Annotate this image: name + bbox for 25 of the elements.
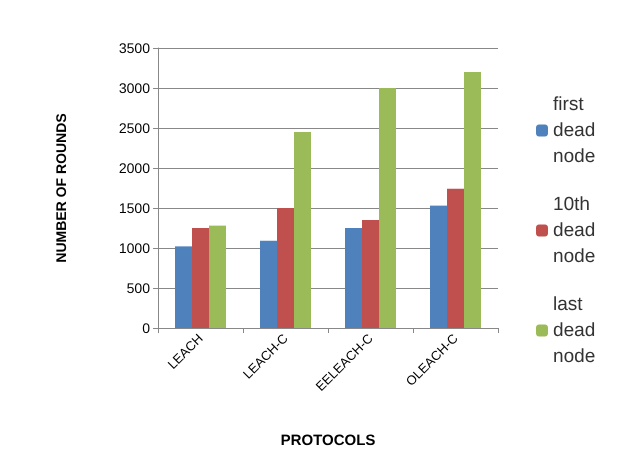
legend-label: last dead node [553,294,601,367]
bar [260,240,277,328]
y-tick-label: 500 [126,280,150,296]
bar [464,72,481,328]
bar [362,220,379,328]
x-axis-title: PROTOCOLS [280,432,376,449]
y-tick-label: 1000 [118,240,150,256]
bar [447,188,464,328]
y-tick-label: 3000 [118,80,150,96]
y-tick-label: 3500 [118,40,150,56]
bar [175,246,192,328]
y-axis-title: NUMBER OF ROUNDS [53,113,69,263]
legend-label: 10th dead node [553,194,601,267]
bar [277,208,294,328]
bar [379,88,396,328]
y-tick-label: 2000 [118,160,150,176]
legend-label: first dead node [553,94,601,167]
bar [192,228,209,328]
bar [430,206,447,328]
y-tick-label: 1500 [118,200,150,216]
bar [345,228,362,328]
y-tick-label: 0 [142,320,150,336]
bar [209,226,226,328]
y-tick-label: 2500 [118,120,150,136]
bar [294,132,311,328]
